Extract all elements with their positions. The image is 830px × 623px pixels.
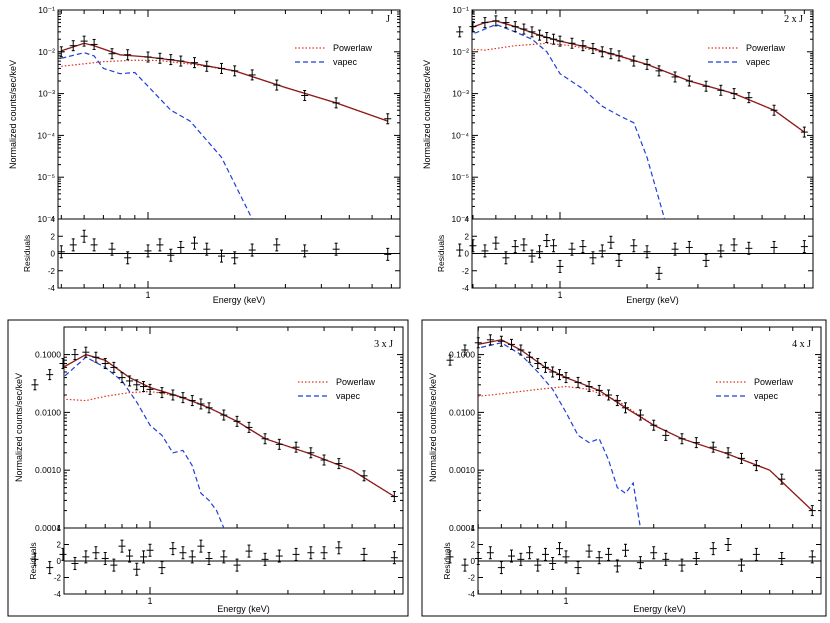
resid-tick-label: 0 [57, 557, 62, 566]
y-tick-label: 0.0010 [35, 465, 61, 475]
total-model-line [472, 20, 805, 133]
legend-vapec-label: vapec [336, 391, 361, 401]
y-tick-label: 0.0100 [35, 407, 61, 417]
residuals-axis-label: Residuals [28, 542, 38, 579]
legend-vapec-label: vapec [333, 57, 358, 67]
main-plot-area [471, 9, 814, 220]
main-plot-area [57, 9, 401, 220]
resid-tick-label: 2 [465, 232, 470, 241]
y-axis-label: Normalized counts/sec/keV [428, 373, 438, 482]
panel-frame [421, 319, 827, 617]
y-tick-label: 10⁻⁵ [452, 172, 469, 182]
total-model-line [61, 42, 388, 122]
x-axis-label: Energy (keV) [626, 295, 679, 305]
panel-tag: 2 x J [784, 14, 803, 25]
resid-tick-label: -2 [48, 267, 56, 276]
resid-tick-label: 4 [465, 215, 470, 224]
total-model-line [64, 353, 395, 498]
y-tick-label: 0.0100 [449, 407, 475, 417]
y-tick-label: 10⁻⁶ [452, 214, 469, 224]
legend-vapec-label: vapec [754, 391, 779, 401]
powerlaw-model-line [64, 390, 395, 498]
resid-tick-label: 0 [471, 557, 476, 566]
resid-tick-label: 4 [471, 524, 476, 533]
resid-tick-label: -2 [468, 574, 476, 583]
powerlaw-model-line [478, 385, 813, 512]
residuals-axis-label: Residuals [442, 542, 452, 579]
y-tick-label: 0.0001 [449, 523, 475, 533]
y-tick-label: 10⁻⁵ [38, 172, 55, 182]
y-tick-label: 10⁻⁶ [38, 214, 55, 224]
y-axis-label: Normalized counts/sec/keV [422, 60, 432, 169]
vapec-model-line [61, 52, 253, 219]
vapec-model-line [64, 356, 225, 528]
x-tick-label: 1 [563, 596, 568, 606]
x-tick-label: 1 [145, 290, 150, 300]
x-axis-label: Energy (keV) [633, 604, 686, 614]
y-tick-label: 10⁻¹ [452, 5, 469, 15]
y-axis-label: Normalized counts/sec/keV [14, 373, 24, 482]
resid-tick-label: -2 [54, 574, 62, 583]
residuals-axis-label: Residuals [436, 235, 446, 272]
panel-tag: 4 x J [792, 339, 811, 350]
panel-J: 10⁻¹ 10⁻² 10⁻³ 10⁻⁴ 10⁻⁵ 10⁻⁶4 2 0 -2 -4 1 Energy (… [8, 5, 401, 305]
y-tick-label: 10⁻² [452, 47, 469, 57]
residuals-axis-label: Residuals [22, 235, 32, 272]
vapec-model-line [472, 23, 666, 219]
y-tick-label: 10⁻² [38, 47, 55, 57]
x-axis-label: Energy (keV) [213, 295, 266, 305]
resid-tick-label: -4 [462, 284, 470, 293]
x-tick-label: 1 [557, 290, 562, 300]
y-tick-label: 10⁻⁴ [37, 130, 55, 140]
panel-frame [7, 319, 409, 617]
vapec-model-line [478, 342, 641, 528]
resid-tick-label: 0 [51, 250, 56, 259]
y-tick-label: 0.1000 [35, 350, 61, 360]
resid-tick-label: 2 [51, 232, 56, 241]
resid-tick-label: -4 [54, 590, 62, 599]
resid-tick-label: -4 [468, 590, 476, 599]
y-tick-label: 0.0010 [449, 465, 475, 475]
main-plot-area [63, 326, 404, 529]
legend-powerlaw-label: Powerlaw [336, 377, 376, 387]
panel-tag: 3 x J [374, 339, 393, 350]
resid-tick-label: 0 [465, 250, 470, 259]
y-tick-label: 0.1000 [449, 350, 475, 360]
y-tick-label: 0.0001 [35, 523, 61, 533]
legend-vapec-label: vapec [746, 57, 771, 67]
panel-tag: J [386, 14, 390, 25]
panel-2xJ: 10⁻¹ 10⁻² 10⁻³ 10⁻⁴ 10⁻⁵ 10⁻⁶4 2 0 -2 -4 1 Energy (… [422, 5, 814, 305]
resid-tick-label: 4 [51, 215, 56, 224]
y-tick-label: 10⁻³ [38, 89, 55, 99]
resid-tick-label: 4 [57, 524, 62, 533]
x-tick-label: 1 [147, 596, 152, 606]
resid-tick-label: -2 [462, 267, 470, 276]
legend-powerlaw-label: Powerlaw [746, 43, 786, 53]
y-axis-label: Normalized counts/sec/keV [8, 60, 18, 169]
legend-powerlaw-label: Powerlaw [333, 43, 373, 53]
x-axis-label: Energy (keV) [217, 604, 270, 614]
y-tick-label: 10⁻⁴ [451, 130, 469, 140]
y-tick-label: 10⁻³ [452, 89, 469, 99]
resid-tick-label: 2 [57, 541, 62, 550]
total-model-line [478, 339, 813, 512]
y-tick-label: 10⁻¹ [38, 5, 55, 15]
legend-powerlaw-label: Powerlaw [754, 377, 794, 387]
resid-tick-label: 2 [471, 541, 476, 550]
resid-tick-label: -4 [48, 284, 56, 293]
